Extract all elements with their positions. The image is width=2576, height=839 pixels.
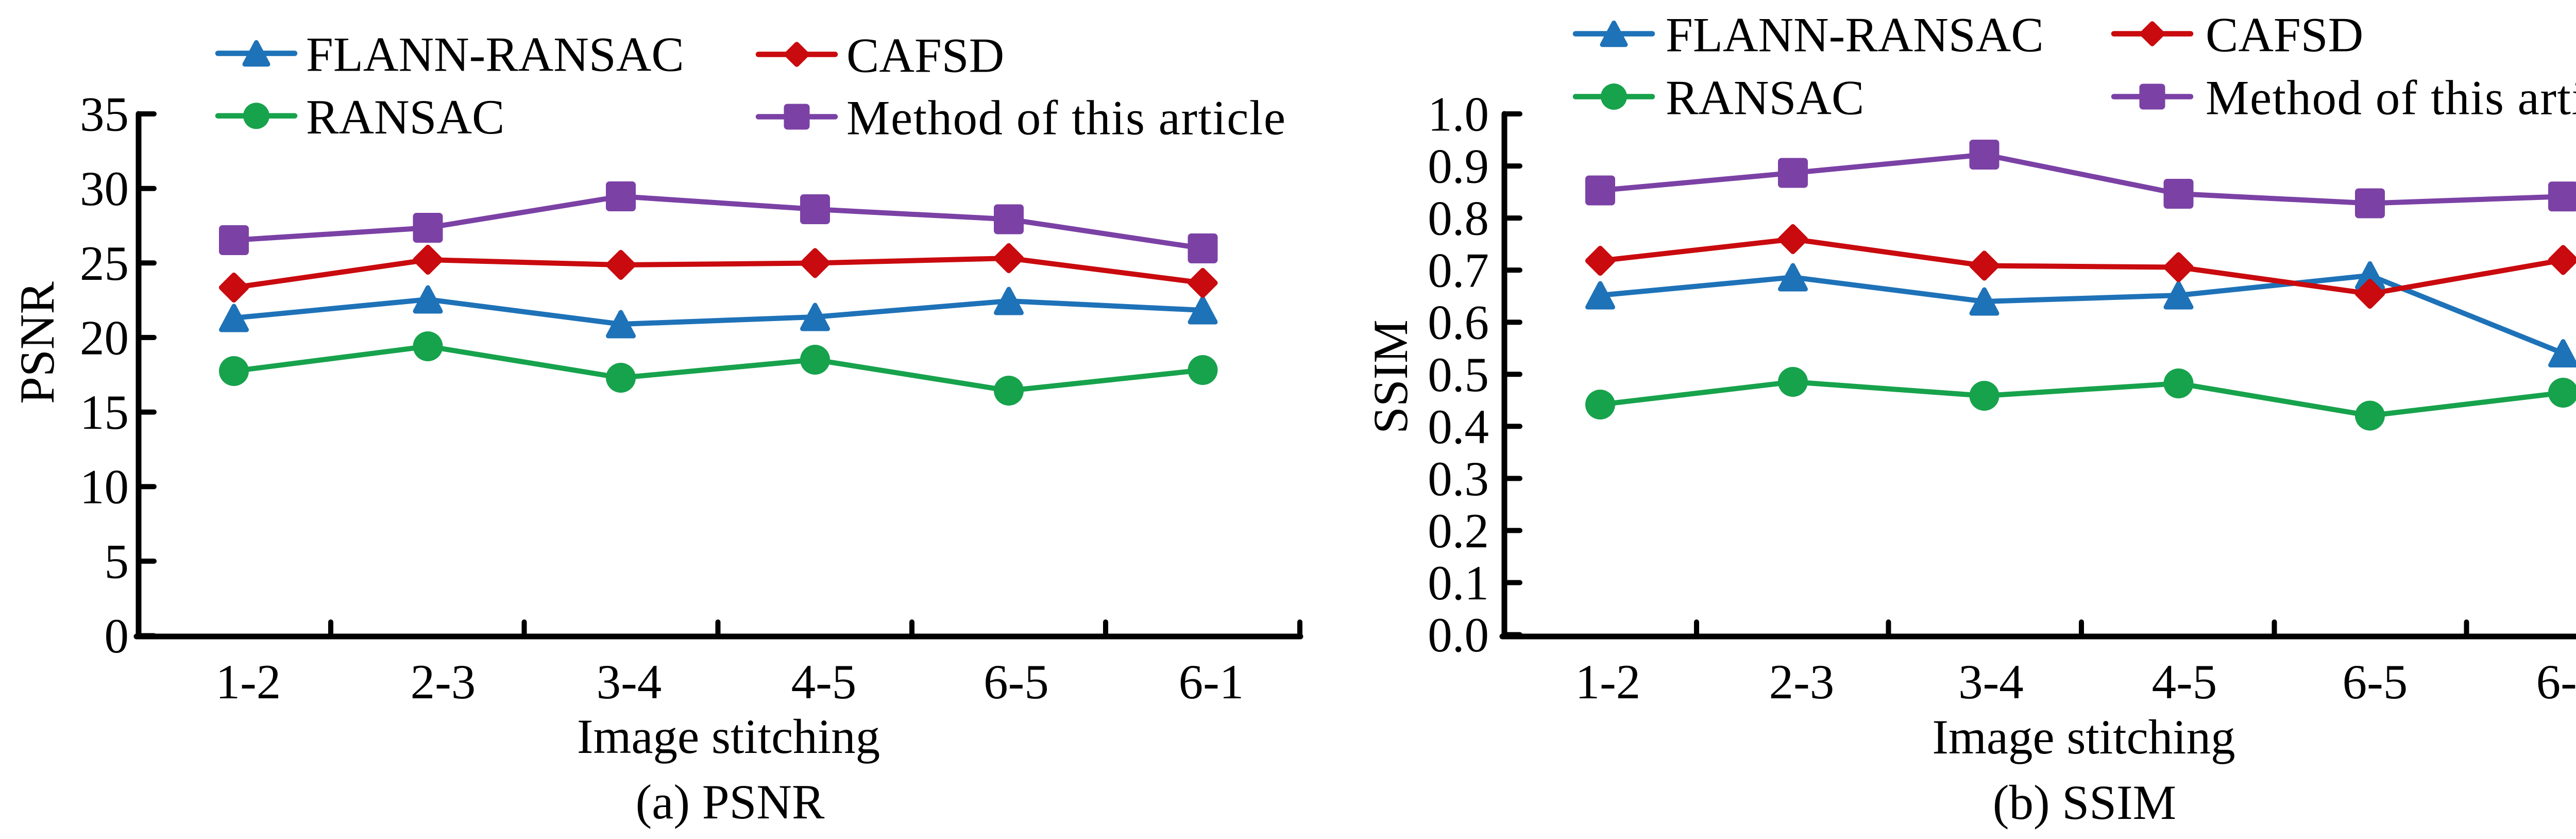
- svg-text:1-2: 1-2: [216, 655, 281, 709]
- svg-text:Method of this article: Method of this article: [2206, 71, 2576, 125]
- svg-text:FLANN-RANSAC: FLANN-RANSAC: [1666, 8, 2044, 62]
- svg-text:30: 30: [80, 161, 129, 216]
- svg-text:FLANN-RANSAC: FLANN-RANSAC: [306, 27, 684, 82]
- svg-text:35: 35: [80, 87, 129, 142]
- svg-text:6-5: 6-5: [2343, 655, 2408, 709]
- svg-text:1-2: 1-2: [1575, 655, 1641, 709]
- svg-text:15: 15: [80, 385, 129, 440]
- svg-text:0.1: 0.1: [1428, 556, 1489, 610]
- svg-text:PSNR: PSNR: [10, 281, 64, 404]
- svg-text:4-5: 4-5: [2152, 655, 2217, 709]
- svg-text:0.4: 0.4: [1428, 399, 1489, 454]
- svg-text:(b) SSIM: (b) SSIM: [1993, 775, 2176, 830]
- svg-text:3-4: 3-4: [1958, 655, 2024, 709]
- svg-text:Method of this article: Method of this article: [846, 91, 1286, 145]
- svg-text:6-5: 6-5: [984, 655, 1049, 709]
- svg-text:0.6: 0.6: [1428, 295, 1489, 350]
- svg-text:0.9: 0.9: [1428, 139, 1489, 194]
- svg-text:RANSAC: RANSAC: [1666, 71, 1864, 125]
- svg-text:SSIM: SSIM: [1363, 320, 1418, 434]
- svg-text:(a) PSNR: (a) PSNR: [636, 775, 825, 829]
- svg-text:0.2: 0.2: [1428, 504, 1489, 558]
- svg-text:6-1: 6-1: [2536, 655, 2576, 709]
- svg-text:2-3: 2-3: [411, 655, 476, 709]
- svg-text:Image stitching: Image stitching: [1932, 710, 2235, 764]
- svg-text:CAFSD: CAFSD: [846, 28, 1004, 83]
- svg-text:0.5: 0.5: [1428, 347, 1489, 402]
- svg-text:6-1: 6-1: [1179, 655, 1244, 709]
- svg-text:5: 5: [105, 534, 129, 589]
- svg-text:4-5: 4-5: [791, 655, 857, 709]
- svg-text:20: 20: [80, 310, 129, 365]
- svg-text:0.3: 0.3: [1428, 451, 1489, 506]
- svg-text:10: 10: [80, 460, 129, 514]
- svg-text:0.7: 0.7: [1428, 243, 1489, 298]
- svg-text:CAFSD: CAFSD: [2206, 8, 2363, 62]
- svg-text:3-4: 3-4: [597, 655, 662, 709]
- svg-text:25: 25: [80, 236, 129, 291]
- svg-text:0: 0: [105, 609, 129, 663]
- svg-text:0.8: 0.8: [1428, 191, 1489, 246]
- svg-text:Image stitching: Image stitching: [577, 709, 880, 764]
- svg-text:0.0: 0.0: [1428, 608, 1489, 662]
- svg-text:RANSAC: RANSAC: [306, 90, 504, 144]
- svg-text:1.0: 1.0: [1428, 87, 1489, 142]
- svg-text:2-3: 2-3: [1769, 655, 1835, 709]
